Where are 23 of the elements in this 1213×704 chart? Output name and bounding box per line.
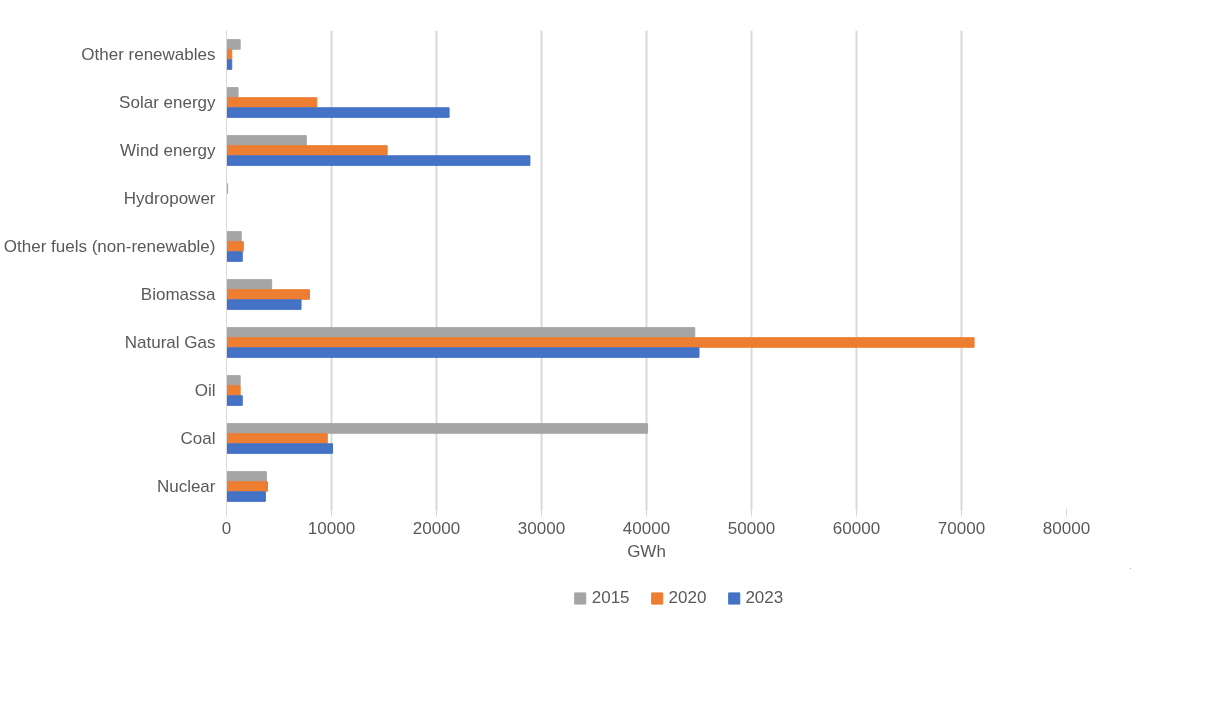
- x-tick-label: 20000: [412, 518, 461, 538]
- x-tick-label: 70000: [937, 518, 986, 538]
- legend-label: 2015: [591, 588, 630, 608]
- x-tick-label: 50000: [727, 518, 776, 538]
- y-tick-label: Other renewables: [81, 45, 216, 64]
- y-tick-label: Nuclear: [156, 477, 216, 496]
- y-tick-label: Wind energy: [120, 141, 216, 160]
- y-tick-label: Biomassa: [140, 285, 217, 304]
- y-tick-label: Natural Gas: [124, 333, 216, 352]
- x-tick-label: 60000: [832, 518, 881, 538]
- y-tick-label: Solar energy: [119, 93, 216, 112]
- x-tick-label: 10000: [307, 518, 356, 538]
- y-tick-label: Other fuels (non-renewable): [3, 237, 216, 256]
- x-axis-title: GWh: [627, 541, 666, 561]
- x-tick-label: 80000: [1042, 518, 1091, 538]
- y-tick-label: Hydropower: [123, 189, 216, 208]
- x-tick-label: 0: [221, 518, 232, 538]
- y-tick-label: Oil: [194, 381, 216, 400]
- legend-label: 2020: [668, 588, 707, 608]
- y-tick-label: Coal: [180, 429, 216, 448]
- legend-label: 2023: [745, 588, 784, 608]
- x-tick-label: 30000: [517, 518, 566, 538]
- x-tick-label: 40000: [622, 518, 671, 538]
